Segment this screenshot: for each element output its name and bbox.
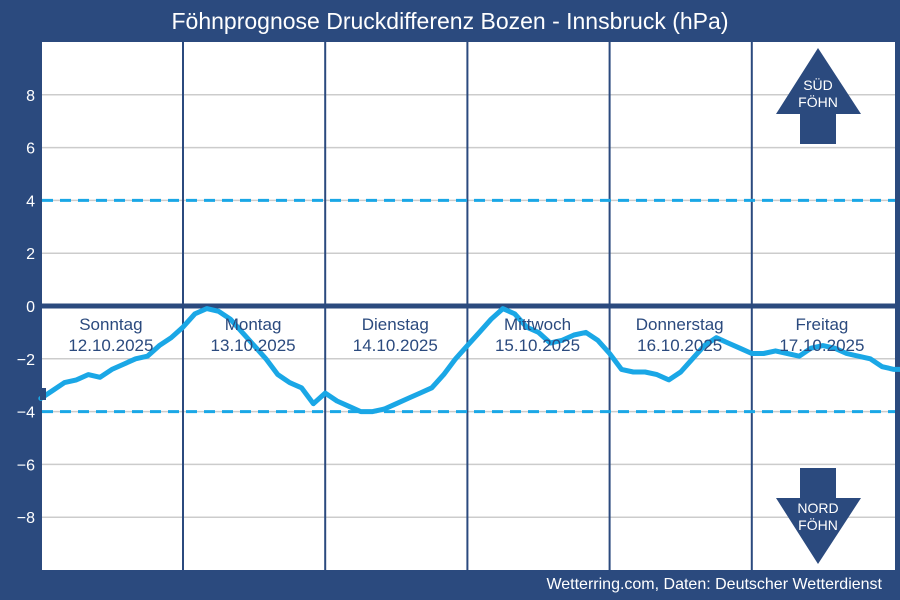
- day-date-label: 17.10.2025: [779, 336, 864, 355]
- y-tick-label: 8: [26, 88, 35, 105]
- y-tick-label: −4: [17, 405, 35, 422]
- threshold-lines: [42, 198, 895, 414]
- pressure-difference-line: [38, 306, 900, 415]
- down-arrow-icon: [776, 468, 861, 564]
- y-tick-label: −2: [17, 352, 35, 369]
- day-date-label: 16.10.2025: [637, 336, 722, 355]
- day-name-label: Donnerstag: [636, 315, 724, 334]
- day-date-label: 13.10.2025: [211, 336, 296, 355]
- y-tick-label: −6: [17, 457, 35, 474]
- day-name-label: Freitag: [795, 315, 848, 334]
- grid-lines: [42, 94, 895, 518]
- source-credit: Wetterring.com, Daten: Deutscher Wetterd…: [546, 576, 882, 593]
- day-date-label: 15.10.2025: [495, 336, 580, 355]
- y-tick-label: 4: [26, 193, 35, 210]
- south-foehn-arrow: SÜD FÖHN: [776, 48, 861, 144]
- day-date-label: 12.10.2025: [68, 336, 153, 355]
- north-arrow-label-line2: FÖHN: [798, 516, 838, 533]
- north-foehn-arrow: NORD FÖHN: [776, 468, 861, 564]
- south-arrow-label-line1: SÜD: [803, 76, 833, 93]
- up-arrow-icon: [776, 48, 861, 144]
- series-start-marker: [40, 388, 46, 400]
- north-arrow-label-line1: NORD: [797, 500, 838, 516]
- y-tick-label: 6: [26, 141, 35, 158]
- y-tick-label: 0: [26, 299, 35, 316]
- day-name-label: Dienstag: [362, 315, 429, 334]
- chart-title: Föhnprognose Druckdifferenz Bozen - Inns…: [171, 8, 729, 34]
- day-labels: Sonntag 12.10.2025 Montag 13.10.2025 Diensta…: [68, 315, 864, 355]
- y-axis-ticks: −8 −6 −4 −2 0 2 4 6 8: [17, 88, 35, 527]
- day-name-label: Sonntag: [79, 315, 142, 334]
- y-tick-label: 2: [26, 246, 35, 263]
- day-name-label: Montag: [225, 315, 282, 334]
- day-name-label: Mittwoch: [504, 315, 571, 334]
- day-date-label: 14.10.2025: [353, 336, 438, 355]
- south-arrow-label-line2: FÖHN: [798, 93, 838, 110]
- y-tick-label: −8: [17, 510, 35, 527]
